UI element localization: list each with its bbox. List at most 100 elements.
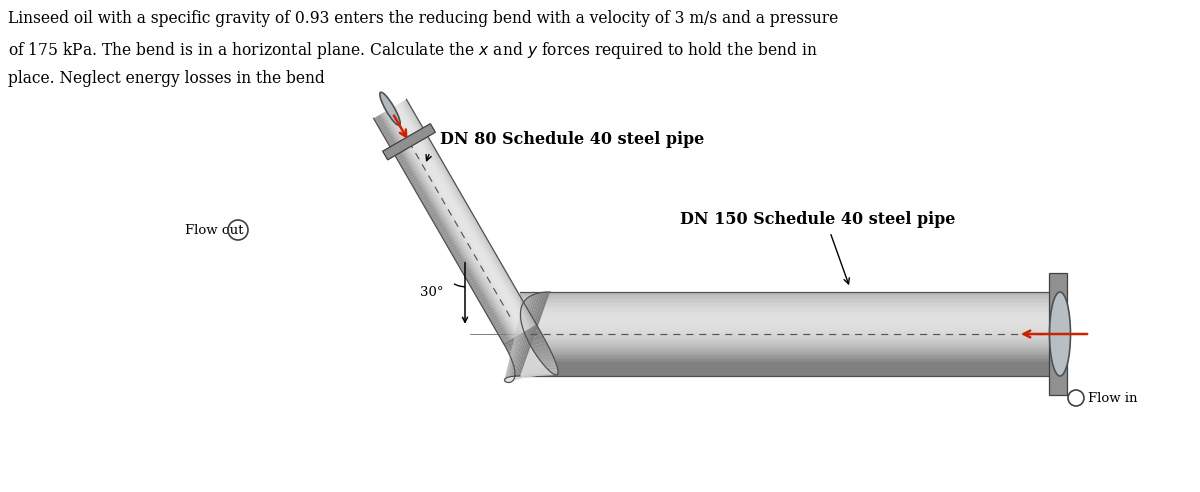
Polygon shape [512,371,551,381]
Polygon shape [505,307,522,378]
Polygon shape [508,352,535,382]
Polygon shape [401,102,532,328]
Polygon shape [1049,273,1067,395]
Polygon shape [510,360,541,382]
Polygon shape [374,117,505,343]
Polygon shape [506,305,522,378]
Polygon shape [505,312,521,379]
Polygon shape [382,113,512,338]
Polygon shape [505,338,527,382]
Text: Linseed oil with a specific gravity of 0.93 enters the reducing bend with a velo: Linseed oil with a specific gravity of 0… [8,10,839,27]
Text: of 175 kPa. The bend is in a horizontal plane. Calculate the $\mathit{x}$ and $\: of 175 kPa. The bend is in a horizontal … [8,40,817,61]
Polygon shape [505,329,541,348]
Text: DN 80 Schedule 40 steel pipe: DN 80 Schedule 40 steel pipe [440,131,704,149]
Polygon shape [394,107,524,332]
Polygon shape [373,118,504,343]
Polygon shape [382,113,512,339]
Polygon shape [394,106,524,332]
Polygon shape [515,370,558,372]
Polygon shape [512,361,556,364]
Polygon shape [515,369,558,371]
Polygon shape [515,372,558,374]
Ellipse shape [380,92,400,125]
Polygon shape [509,298,528,377]
Polygon shape [398,104,528,330]
Polygon shape [384,112,515,338]
Polygon shape [505,331,524,381]
Polygon shape [400,103,530,328]
Polygon shape [506,339,528,382]
Polygon shape [514,373,553,379]
Text: Flow out: Flow out [185,223,244,237]
Polygon shape [506,303,523,378]
Polygon shape [395,106,526,331]
Polygon shape [516,292,544,376]
Polygon shape [508,299,527,377]
Polygon shape [515,293,541,376]
Polygon shape [402,101,533,327]
Polygon shape [385,112,515,337]
Polygon shape [515,375,557,377]
Polygon shape [512,358,554,363]
Polygon shape [404,100,534,326]
Polygon shape [397,104,528,330]
Polygon shape [509,354,536,382]
Polygon shape [506,334,544,350]
Polygon shape [515,368,558,370]
Polygon shape [383,113,514,338]
Polygon shape [514,373,553,380]
Polygon shape [384,112,514,338]
Polygon shape [389,109,520,335]
Polygon shape [508,348,533,382]
Polygon shape [386,110,517,336]
Polygon shape [379,115,510,340]
Polygon shape [514,293,538,376]
Polygon shape [505,333,526,382]
Polygon shape [506,344,530,382]
Polygon shape [511,363,544,382]
Polygon shape [406,100,535,325]
Polygon shape [508,338,546,352]
Text: place. Neglect energy losses in the bend: place. Neglect energy losses in the bend [8,70,325,87]
Polygon shape [505,326,523,381]
Polygon shape [509,358,540,382]
Polygon shape [386,111,517,336]
Polygon shape [504,322,522,380]
Polygon shape [400,103,530,329]
Polygon shape [510,349,551,358]
Polygon shape [511,352,553,359]
Polygon shape [396,105,527,330]
Polygon shape [514,365,557,367]
Polygon shape [378,115,509,341]
Polygon shape [391,108,521,334]
Polygon shape [504,320,521,380]
Polygon shape [505,308,521,379]
Polygon shape [515,375,556,377]
Polygon shape [511,295,534,376]
Polygon shape [505,335,527,382]
Text: 30°: 30° [420,286,443,299]
Polygon shape [504,316,521,380]
Polygon shape [403,101,534,326]
Polygon shape [380,114,511,339]
Polygon shape [514,363,557,366]
Polygon shape [377,116,508,341]
Polygon shape [505,329,523,381]
Polygon shape [390,108,521,334]
Polygon shape [505,310,521,379]
Polygon shape [506,302,524,378]
Polygon shape [515,371,558,373]
Polygon shape [398,103,529,329]
Polygon shape [509,346,550,356]
Polygon shape [517,292,547,376]
Polygon shape [505,314,521,379]
Polygon shape [388,110,518,336]
Polygon shape [389,109,520,335]
Polygon shape [383,123,436,160]
Polygon shape [374,118,505,343]
Polygon shape [512,370,550,381]
Polygon shape [376,117,506,342]
Polygon shape [378,116,508,341]
Polygon shape [376,117,506,342]
Polygon shape [510,296,532,377]
